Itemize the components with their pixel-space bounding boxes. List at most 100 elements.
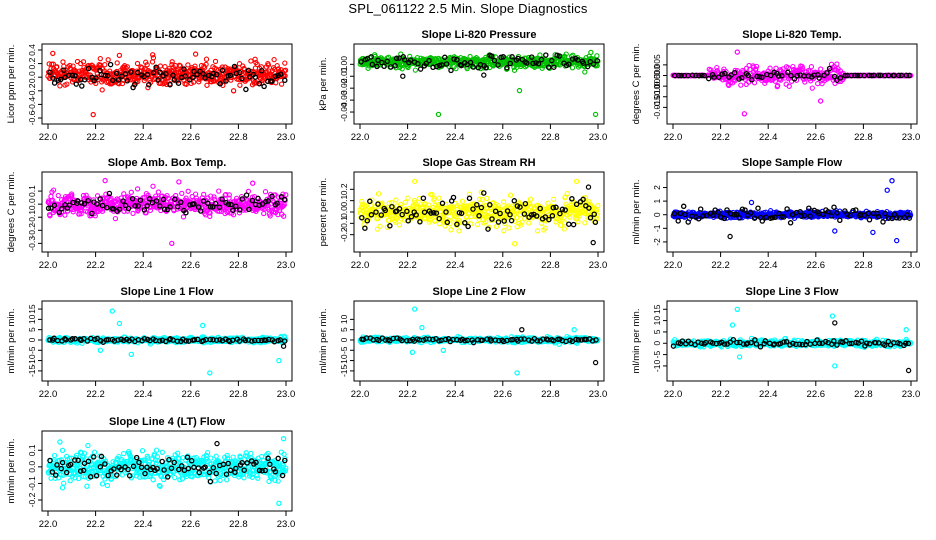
data-point: [134, 60, 141, 67]
data-point: [772, 78, 778, 84]
data-point: [533, 60, 539, 66]
x-axis: 22.0 22.2 22.4 22.6 22.8 23.0: [664, 251, 920, 271]
data-point: [412, 67, 419, 73]
data-point: [225, 73, 231, 79]
data-point: [134, 69, 141, 76]
data-point: [501, 228, 507, 234]
data-point: [123, 65, 129, 71]
y-tick-label: 0.1: [27, 185, 37, 197]
data-point: [467, 59, 474, 66]
data-point: [97, 347, 104, 353]
data-point: [466, 195, 473, 202]
data-point: [130, 210, 136, 217]
data-point: [507, 192, 514, 198]
data-point: [719, 71, 725, 77]
data-point: [185, 62, 191, 68]
data-point: [183, 209, 189, 216]
data-point: [146, 81, 152, 88]
data-point: [379, 59, 385, 66]
data-point: [47, 69, 53, 76]
data-point: [261, 83, 267, 90]
data-point: [57, 83, 63, 89]
data-point: [387, 223, 393, 229]
y-tick-label: -0.2: [27, 83, 37, 98]
data-point: [255, 195, 261, 202]
data-point: [748, 199, 755, 206]
data-point: [592, 219, 599, 226]
data-point: [453, 65, 459, 72]
data-point: [271, 56, 277, 63]
y-tick-label: 0.2: [27, 57, 37, 69]
data-point: [809, 85, 815, 91]
data-point: [167, 81, 173, 88]
data-points: [670, 177, 914, 244]
data-point: [590, 61, 597, 67]
data-point: [219, 64, 225, 70]
y-tick-label: 0: [27, 337, 37, 342]
data-point: [508, 217, 515, 224]
data-point: [112, 215, 119, 222]
data-point: [202, 75, 208, 81]
data-point: [276, 357, 282, 364]
data-point: [837, 217, 843, 224]
data-point: [818, 66, 824, 72]
data-points: [357, 49, 601, 118]
data-point: [784, 206, 790, 212]
data-point: [884, 187, 890, 193]
x-tick-label: 22.2: [711, 132, 730, 143]
data-point: [701, 72, 707, 79]
data-point: [176, 179, 182, 185]
y-tick-label: -0.1: [27, 210, 37, 225]
x-tick-label: 23.0: [589, 132, 608, 143]
x-tick-label: 22.6: [494, 260, 513, 271]
data-point: [889, 177, 895, 184]
data-point: [393, 55, 400, 62]
data-point: [590, 239, 596, 246]
data-point: [592, 111, 599, 118]
data-points: [45, 50, 289, 118]
data-point: [55, 192, 61, 199]
x-tick-label: 22.0: [664, 260, 683, 271]
data-point: [55, 77, 61, 83]
data-point: [456, 228, 462, 234]
data-point: [580, 196, 586, 203]
data-point: [393, 197, 399, 203]
data-point: [170, 72, 176, 79]
data-point: [67, 62, 73, 69]
data-point: [399, 66, 405, 72]
x-axis: 22.0 22.2 22.4 22.6 22.8 23.0: [664, 123, 921, 143]
data-point: [527, 196, 534, 202]
data-point: [82, 76, 88, 83]
data-point: [806, 205, 812, 211]
data-point: [516, 87, 523, 94]
data-point: [550, 196, 557, 202]
x-tick-label: 23.0: [902, 132, 921, 143]
data-point: [405, 218, 411, 224]
data-point: [817, 98, 824, 104]
data-point: [114, 60, 120, 66]
data-point: [157, 203, 163, 209]
data-points: [45, 308, 289, 376]
chart-title: Slope Li-820 CO2: [122, 29, 212, 41]
y-tick-label: -1: [652, 224, 662, 232]
data-point: [200, 71, 206, 77]
data-point: [105, 57, 111, 63]
data-point: [582, 220, 588, 226]
data-point: [462, 220, 468, 226]
data-point: [239, 75, 245, 82]
y-tick-label: -10: [27, 354, 37, 367]
data-point: [451, 56, 457, 62]
data-point: [594, 57, 600, 64]
data-point: [442, 54, 448, 61]
data-point: [51, 80, 58, 86]
data-point: [571, 327, 577, 333]
data-point: [767, 65, 773, 71]
data-point: [59, 206, 65, 212]
data-point: [369, 61, 376, 68]
data-point: [580, 60, 587, 66]
